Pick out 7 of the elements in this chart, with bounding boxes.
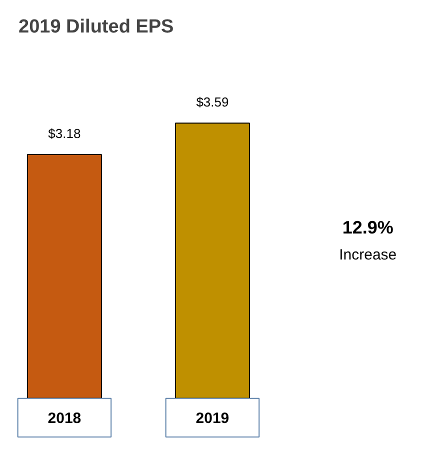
chart-title: 2019 Diluted EPS — [18, 16, 174, 38]
data-label: $3.18 — [48, 126, 81, 141]
text: 12.9% — [342, 218, 394, 238]
x-tick-label: 2019 — [196, 410, 230, 428]
x-tick-label: 2018 — [48, 410, 82, 428]
data-label: $3.59 — [196, 94, 229, 110]
text: Increase — [339, 246, 397, 264]
